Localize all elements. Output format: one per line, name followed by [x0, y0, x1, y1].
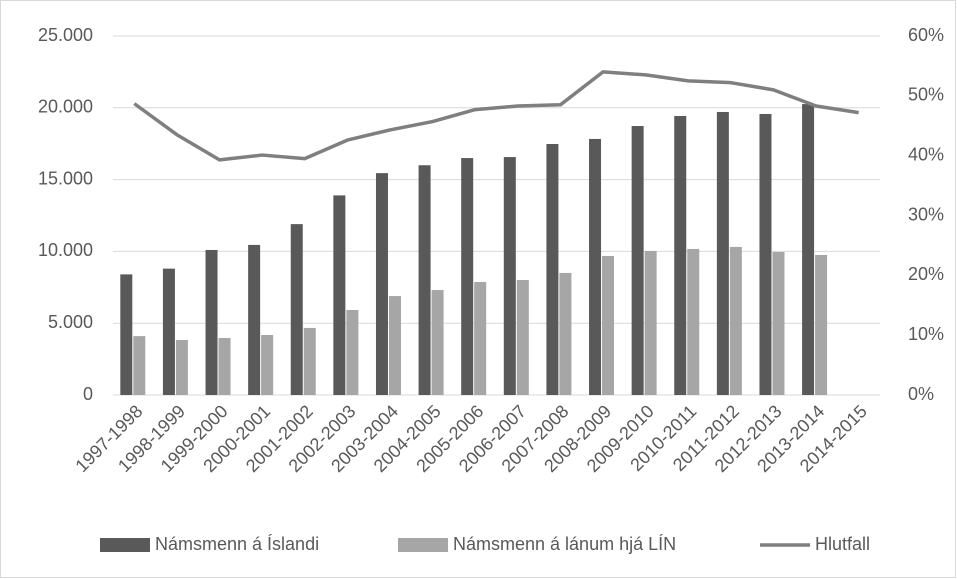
bar — [772, 251, 785, 395]
line-series — [133, 70, 859, 162]
bar — [133, 336, 146, 395]
bar — [388, 296, 401, 395]
bar — [716, 111, 729, 395]
bar — [175, 340, 188, 395]
y-tick-label: 15.000 — [38, 168, 93, 188]
bar — [346, 309, 359, 395]
legend-label: Hlutfall — [815, 534, 870, 554]
legend-swatch — [398, 538, 448, 552]
bar — [474, 281, 487, 395]
bar — [290, 224, 303, 395]
bar — [261, 334, 274, 395]
bar — [802, 104, 815, 395]
bar — [602, 255, 615, 395]
bar — [759, 113, 772, 396]
bar — [162, 268, 175, 395]
bar — [589, 138, 602, 396]
bar — [205, 249, 218, 395]
bar — [687, 248, 700, 395]
bar — [729, 246, 742, 395]
bar — [461, 158, 474, 395]
legend-label: Námsmenn á lánum hjá LÍN — [453, 534, 676, 554]
bar — [431, 290, 444, 395]
bar — [218, 337, 231, 395]
legend-label: Námsmenn á Íslandi — [155, 534, 319, 554]
y2-tick-label: 30% — [908, 204, 944, 224]
bar — [120, 274, 133, 395]
y2-tick-label: 10% — [908, 324, 944, 344]
bar — [674, 115, 687, 395]
bar — [375, 173, 388, 395]
bar — [546, 143, 559, 395]
bar — [333, 195, 346, 395]
bar — [503, 157, 516, 395]
y-tick-label: 20.000 — [38, 97, 93, 117]
bar — [631, 126, 644, 395]
y2-tick-label: 50% — [908, 85, 944, 105]
y2-tick-label: 0% — [908, 384, 934, 404]
bar — [815, 254, 828, 395]
bar — [418, 165, 431, 395]
bar — [644, 250, 657, 395]
legend-swatch — [100, 538, 150, 552]
y2-tick-label: 60% — [908, 25, 944, 45]
y2-tick-label: 40% — [908, 144, 944, 164]
bar — [516, 279, 529, 395]
bar — [248, 244, 261, 395]
y-tick-label: 0 — [83, 384, 93, 404]
bar — [559, 272, 572, 395]
y-tick-label: 5.000 — [48, 312, 93, 332]
y-tick-label: 25.000 — [38, 25, 93, 45]
bar — [303, 327, 316, 395]
y-tick-label: 10.000 — [38, 240, 93, 260]
y2-tick-label: 20% — [908, 264, 944, 284]
